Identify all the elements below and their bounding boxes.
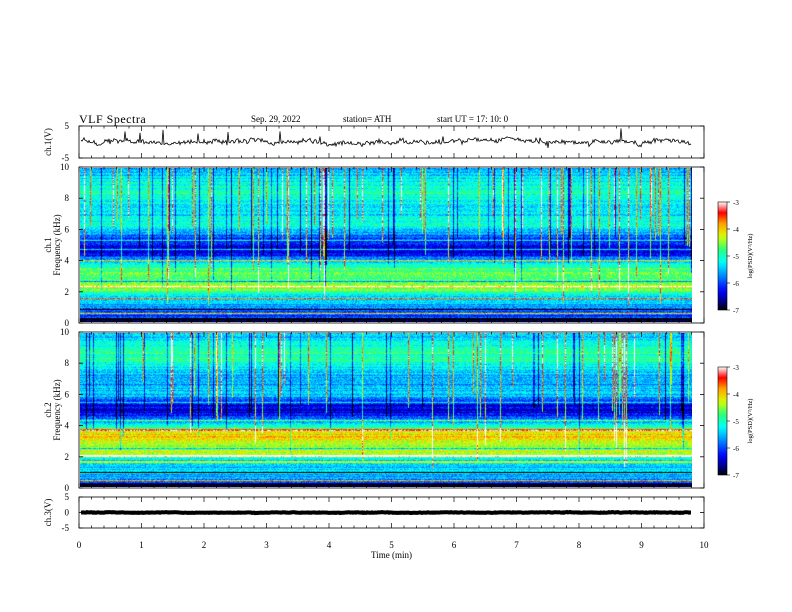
ch2-spectrogram-colorbar-tick-label: -3 [733,364,739,372]
figure-title: VLF Spectra [79,112,147,126]
ch2-spectrogram-ylabel: Frequency (kHz) [52,379,62,440]
ch1-spectrogram-ytick-label: 8 [65,193,70,203]
ch1-spectrogram-colorbar-tick-label: -5 [733,253,739,261]
ch2-spectrogram-ytick-label: 10 [60,327,70,337]
ch1-spectrogram-ytick-label: 10 [60,162,70,172]
ch2-spectrogram-ytick-label: 8 [65,358,70,368]
ch1-spectrogram-ytick-label: 6 [65,224,70,234]
ch2-spectrogram-image [80,333,692,487]
ch2-spectrogram-colorbar-tick-label: -6 [733,445,739,453]
xaxis-tick-label: 2 [202,540,207,550]
ch3-waveform-ytick-label: 0 [65,508,70,518]
xaxis-tick-label: 5 [389,540,394,550]
ch2-spectrogram-colorbar [717,366,728,476]
ch2-spectrogram-ylabel-channel: ch.2 [43,402,53,417]
ch1-spectrogram-colorbar-label: log(PSD)(V²/Hz) [747,234,754,279]
ch1-spectrogram-colorbar-tick-label: -7 [733,307,739,315]
ch2-spectrogram-ytick-label: 2 [65,452,70,462]
ch1-spectrogram-ytick-label: 4 [65,256,70,266]
ch2-spectrogram-colorbar-tick-label: -5 [733,418,739,426]
ch2-spectrogram-ytick-label: 6 [65,389,70,399]
xaxis-tick-label: 4 [327,540,332,550]
ch1-spectrogram-ytick-label: 2 [65,287,70,297]
ch1-spectrogram-ylabel-channel: ch.1 [43,237,53,252]
xaxis-tick-label: 3 [264,540,269,550]
ch1-waveform-ytick-label: -5 [62,153,70,163]
xaxis-tick-label: 10 [700,540,710,550]
ch1-waveform-trace [80,128,692,149]
ch3-waveform-trace [80,509,691,516]
xaxis-tick-label: 9 [639,540,644,550]
ch1-spectrogram-colorbar-tick-label: -6 [733,280,739,288]
ch2-spectrogram-colorbar-tick-label: -7 [733,472,739,480]
ch1-waveform-ylabel: ch.1(V) [43,128,53,156]
xaxis-tick-label: 6 [452,540,457,550]
ch1-spectrogram-colorbar-tick-label: -4 [733,226,739,234]
date-label: Sep. 29, 2022 [251,114,301,124]
station-label: station= ATH [343,114,392,124]
ch1-spectrogram-ylabel: Frequency (kHz) [52,214,62,275]
xaxis-tick-label: 7 [514,540,519,550]
ch2-spectrogram-colorbar-label: log(PSD)(V²/Hz) [747,399,754,444]
start-time-label: start UT = 17: 10: 0 [437,114,509,124]
ch2-spectrogram-ytick-label: 4 [65,421,70,431]
ch1-spectrogram-colorbar-tick-label: -3 [733,199,739,207]
ch2-spectrogram-colorbar-tick-label: -4 [733,391,739,399]
xaxis-tick-label: 8 [577,540,582,550]
ch3-waveform-ytick-label: 5 [65,492,70,502]
ch1-spectrogram-ytick-label: 0 [65,318,70,328]
xaxis-label: Time (min) [371,550,412,560]
ch1-spectrogram-image [80,168,692,322]
xaxis-tick-label: 1 [139,540,144,550]
ch3-waveform-ytick-label: -5 [62,523,70,533]
ch1-waveform-ytick-label: 5 [65,121,70,131]
xaxis-tick-label: 0 [77,540,82,550]
ch3-waveform-ylabel: ch.3(V) [43,499,53,527]
ch2-spectrogram-ytick-label: 0 [65,483,70,493]
ch1-spectrogram-colorbar [717,201,728,311]
